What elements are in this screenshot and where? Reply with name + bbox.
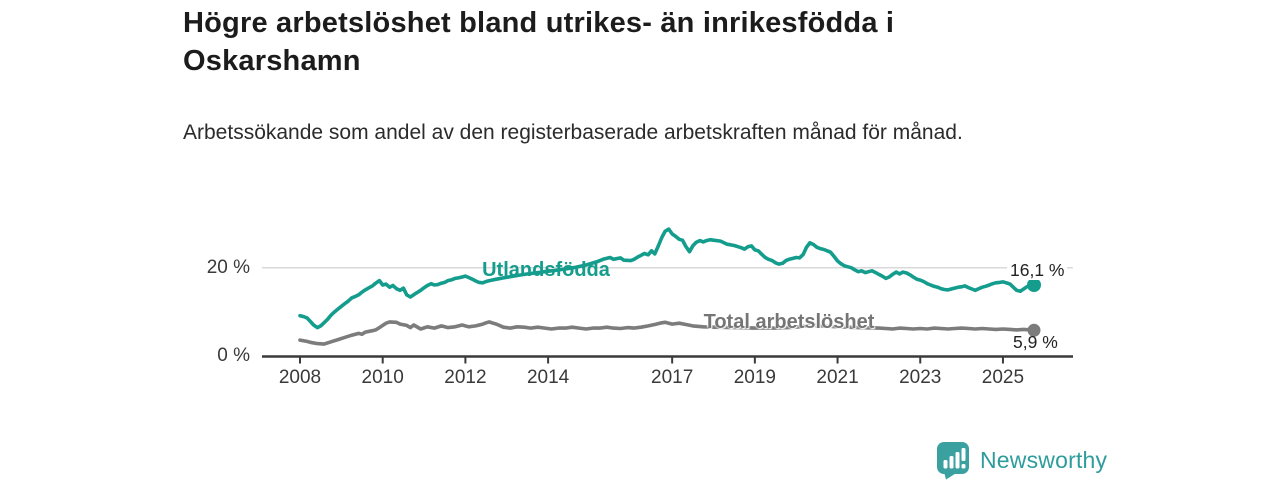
end-dot-utlandsfodda: [1027, 278, 1041, 292]
series-label-total: Total arbetslöshet: [703, 311, 875, 333]
y-tick-label-0: 0 %: [217, 345, 250, 366]
series-line-utlandsfodda: [298, 227, 1036, 330]
newsworthy-logo-icon: [937, 442, 969, 480]
end-dot-total: [1027, 323, 1041, 337]
x-tick-label: 2008: [278, 367, 322, 388]
x-axis-tick-labels: 2008 2010 2012 2014 2017 2019 2021 2023 2025: [0, 367, 1280, 393]
x-tick-label: 2017: [651, 367, 694, 388]
end-value-total: 5,9 %: [1013, 332, 1058, 352]
brand-name: Newsworthy: [980, 446, 1108, 473]
brand-footer: Newsworthy: [936, 442, 1108, 480]
x-tick-label: 2010: [361, 367, 404, 388]
chart-subtitle: Arbetssökande som andel av den registerb…: [183, 121, 963, 144]
series-line-total: [298, 320, 1036, 346]
y-tick-label-20: 20 %: [206, 257, 250, 278]
series-label-utlandsfodda: Utlandsfödda: [482, 259, 610, 281]
x-tick-label: 2019: [733, 367, 776, 388]
x-tick-label: 2021: [816, 367, 859, 388]
x-tick-label: 2014: [526, 367, 570, 388]
x-tick-label: 2025: [981, 367, 1025, 388]
page-title: Högre arbetslöshet bland utrikes- än inr…: [183, 7, 895, 78]
x-tick-label: 2012: [444, 367, 487, 388]
end-value-utlandsfodda: 16,1 %: [1007, 260, 1068, 280]
x-tick-label: 2023: [899, 367, 942, 388]
